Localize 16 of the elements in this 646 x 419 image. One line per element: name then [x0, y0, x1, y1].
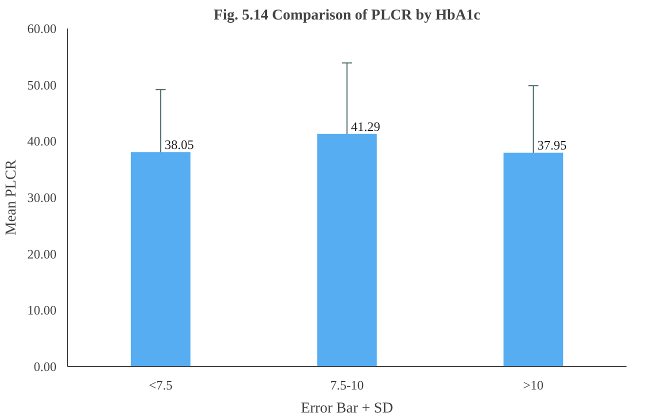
chart-title: Fig. 5.14 Comparison of PLCR by HbA1c: [214, 8, 481, 24]
y-tick-label: 30.00: [27, 190, 56, 205]
x-tick-label: <7.5: [148, 378, 172, 392]
y-tick-label: 20.00: [27, 246, 56, 262]
x-tick-label: >10: [523, 378, 544, 392]
data-label: 37.95: [537, 138, 567, 153]
data-label: 41.29: [351, 118, 380, 134]
data-label: 38.05: [164, 137, 194, 152]
y-tick-label: 40.00: [27, 134, 56, 149]
y-tick-label: 0.00: [34, 359, 56, 374]
y-tick-label: 10.00: [27, 302, 56, 318]
y-axis-title: Mean PLCR: [3, 160, 20, 236]
x-tick-label: 7.5-10: [330, 378, 364, 392]
y-tick-label: 60.00: [27, 21, 56, 36]
y-tick-label: 50.00: [27, 77, 56, 92]
x-axis-title: Error Bar + SD: [300, 400, 394, 416]
